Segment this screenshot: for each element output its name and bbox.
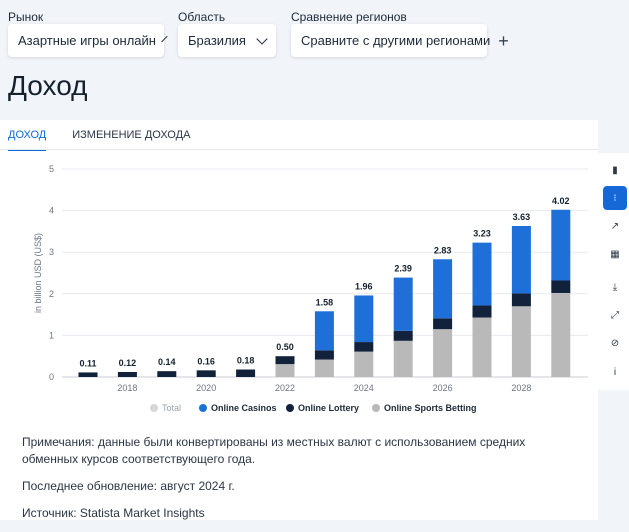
- y-tick-label: 0: [49, 372, 54, 382]
- bar-total-label: 4.02: [552, 196, 570, 206]
- x-tick-label: 2028: [511, 383, 531, 393]
- bar-segment: [511, 293, 531, 307]
- bar-segment: [354, 295, 374, 343]
- bar-total-label: 0.18: [237, 356, 255, 366]
- region-label: Область: [178, 10, 226, 24]
- bar-segment: [433, 318, 453, 330]
- bar-segment: [551, 209, 571, 281]
- bar-total-label: 2.83: [434, 245, 452, 255]
- bar-segment: [157, 371, 177, 377]
- bar-total-label: 0.11: [79, 358, 96, 368]
- chart-toolbar: ▮ ⁝ ↗ ▦ ⤓ ⤢ ⊘ i: [598, 153, 629, 390]
- x-tick-label: 2024: [354, 383, 374, 393]
- compare-label: Сравнение регионов: [291, 10, 407, 24]
- bar-total-label: 0.14: [158, 357, 176, 367]
- info-icon[interactable]: i: [613, 366, 617, 378]
- bar-segment: [117, 372, 137, 377]
- bar-segment: [433, 329, 453, 377]
- region-select-value: Бразилия: [188, 33, 246, 48]
- bar-segment: [236, 369, 256, 377]
- compare-regions-text: Сравните с другими регионами: [301, 33, 491, 48]
- bar-segment: [354, 342, 374, 352]
- legend-marker: [199, 404, 207, 412]
- legend-marker: [150, 404, 158, 412]
- legend-label: Total: [162, 403, 181, 413]
- bar-total-label: 3.63: [513, 212, 531, 222]
- x-tick-label: 2022: [275, 383, 295, 393]
- y-tick-label: 1: [49, 330, 54, 340]
- bar-segment: [393, 340, 413, 377]
- bar-segment: [551, 292, 571, 377]
- bar-segment: [393, 277, 413, 331]
- legend-marker: [372, 404, 380, 412]
- table-icon[interactable]: ▦: [610, 248, 620, 260]
- bar-segment: [314, 359, 334, 377]
- chevron-down-icon: [161, 35, 168, 42]
- bar-segment: [354, 351, 374, 377]
- bar-total-label: 1.58: [316, 297, 334, 307]
- bar-total-label: 2.39: [394, 264, 412, 274]
- stacked-bar-icon[interactable]: ⁝: [603, 186, 627, 210]
- source-text: Источник: Statista Market Insights: [22, 506, 205, 520]
- market-select-value: Азартные игры онлайн: [18, 33, 156, 48]
- bar-segment: [314, 311, 334, 351]
- bar-segment: [275, 356, 295, 365]
- hide-icon[interactable]: ⊘: [610, 337, 620, 349]
- bar-segment: [472, 242, 492, 306]
- legend-marker: [286, 404, 294, 412]
- chevron-down-icon: [256, 32, 268, 45]
- expand-icon[interactable]: ⤢: [611, 309, 619, 321]
- bar-segment: [551, 280, 571, 293]
- legend-label: Online Casinos: [211, 403, 277, 413]
- bar-segment: [196, 370, 216, 377]
- last-updated: Последнее обновление: август 2024 г.: [22, 479, 235, 493]
- chart-card: ДОХОД ИЗМЕНЕНИЕ ДОХОДА: [0, 120, 598, 520]
- trend-line-icon[interactable]: ↗: [610, 220, 620, 232]
- tab-divider: [0, 149, 598, 150]
- bar-segment: [511, 225, 531, 294]
- bar-total-label: 1.96: [355, 281, 373, 291]
- revenue-chart: 0 1 2 3 4 5 in billion USD (US$) 0.11 0.12 0.14 0.…: [33, 164, 588, 413]
- bar-segment: [433, 259, 453, 319]
- tab-revenue[interactable]: ДОХОД: [8, 127, 47, 151]
- plus-icon: +: [498, 30, 509, 51]
- x-tick-label: 2018: [117, 383, 137, 393]
- tab-revenue-change[interactable]: ИЗМЕНЕНИЕ ДОХОДА: [72, 129, 191, 141]
- legend-label: Online Lottery: [298, 403, 359, 413]
- note-text: Примечания: данные были конвертированы и…: [22, 435, 526, 466]
- bar-segment: [511, 306, 531, 377]
- bar-total-label: 0.50: [276, 342, 294, 352]
- y-tick-label: 2: [49, 289, 54, 299]
- x-tick-label: 2026: [433, 383, 453, 393]
- chart-tabs: ДОХОД ИЗМЕНЕНИЕ ДОХОДА: [8, 127, 190, 151]
- x-tick-label: 2020: [196, 383, 216, 393]
- market-label: Рынок: [8, 10, 44, 24]
- legend-label: Online Sports Betting: [384, 403, 477, 413]
- download-icon[interactable]: ⤓: [612, 281, 618, 293]
- y-tick-label: 4: [49, 206, 54, 216]
- bar-segment: [275, 364, 295, 377]
- y-tick-label: 3: [49, 247, 54, 257]
- bar-total-label: 0.16: [197, 356, 215, 366]
- bar-segment: [78, 372, 98, 377]
- compare-regions-button[interactable]: Сравните с другими регионами +: [291, 24, 509, 57]
- page-title: Доход: [8, 70, 88, 101]
- chart-notes: Примечания: данные были конвертированы и…: [22, 434, 582, 532]
- bar-segment: [472, 305, 492, 318]
- bar-segment: [314, 350, 334, 360]
- bar-total-label: 3.23: [473, 229, 491, 239]
- region-select[interactable]: Бразилия: [178, 24, 276, 57]
- y-axis-label: in billion USD (US$): [33, 233, 43, 313]
- bar-segment: [472, 317, 492, 377]
- bar-segment: [393, 330, 413, 341]
- market-select[interactable]: Азартные игры онлайн: [8, 24, 168, 57]
- bar-chart-icon[interactable]: ▮: [612, 164, 618, 176]
- y-tick-label: 5: [49, 164, 54, 174]
- bar-total-label: 0.12: [119, 358, 137, 368]
